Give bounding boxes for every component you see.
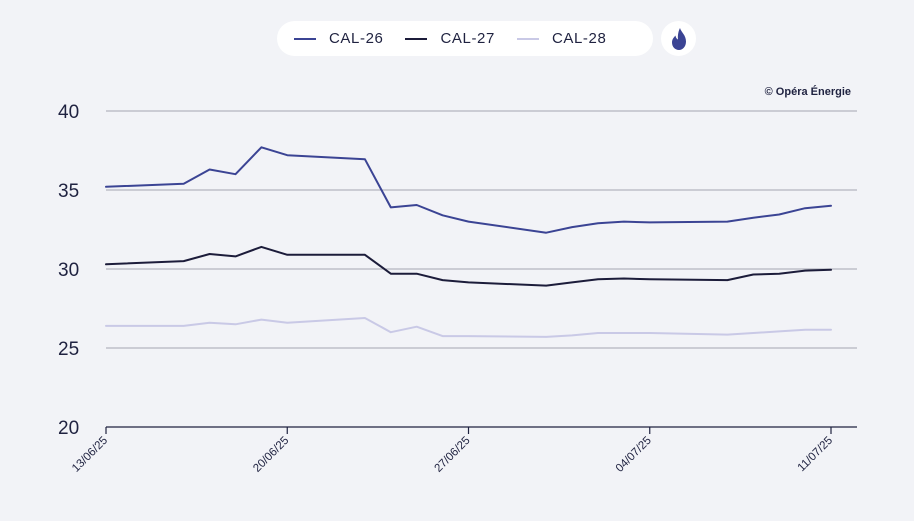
- legend-item-cal-28[interactable]: CAL-28: [516, 30, 607, 47]
- legend-label-cal-27: CAL-27: [440, 30, 495, 47]
- x-tick-label: 11/07/25: [796, 435, 836, 475]
- copyright-notice: © Opéra Énergie: [764, 86, 851, 98]
- flame-icon: [671, 27, 686, 50]
- y-tick-label: 20: [58, 418, 79, 439]
- legend-label-cal-26: CAL-26: [329, 30, 384, 47]
- series-line-cal-27[interactable]: [105, 245, 832, 287]
- legend-item-cal-26[interactable]: CAL-26: [294, 30, 383, 47]
- legend-swatch-cal-26: [294, 37, 316, 40]
- y-tick-label: 25: [58, 339, 79, 360]
- x-tick-label: 20/06/25: [251, 435, 291, 475]
- axis-layer: 20 25 30 35 40 13/06/25 20/06/25 27/06/25 04/07/…: [58, 102, 835, 475]
- y-tick-label: 30: [58, 260, 79, 281]
- legend-swatch-cal-28: [516, 37, 539, 40]
- grid-layer: [106, 110, 857, 428]
- x-tick-label: 04/07/25: [614, 435, 654, 475]
- y-tick-label: 40: [58, 102, 79, 123]
- energy-filter-button[interactable]: [661, 21, 696, 56]
- series-line-cal-28[interactable]: [105, 317, 832, 338]
- x-tick-label: 13/06/25: [70, 435, 110, 475]
- legend-swatch-cal-27: [405, 37, 428, 40]
- legend-item-cal-27[interactable]: CAL-27: [405, 30, 494, 47]
- y-tick-label: 35: [58, 181, 79, 202]
- series-line-cal-26[interactable]: [105, 146, 832, 234]
- x-tick-label: 27/06/25: [432, 435, 472, 475]
- chart-legend: CAL-26 CAL-27 CAL-28: [277, 21, 653, 56]
- legend-label-cal-28: CAL-28: [551, 30, 607, 47]
- series-layer: [105, 146, 832, 338]
